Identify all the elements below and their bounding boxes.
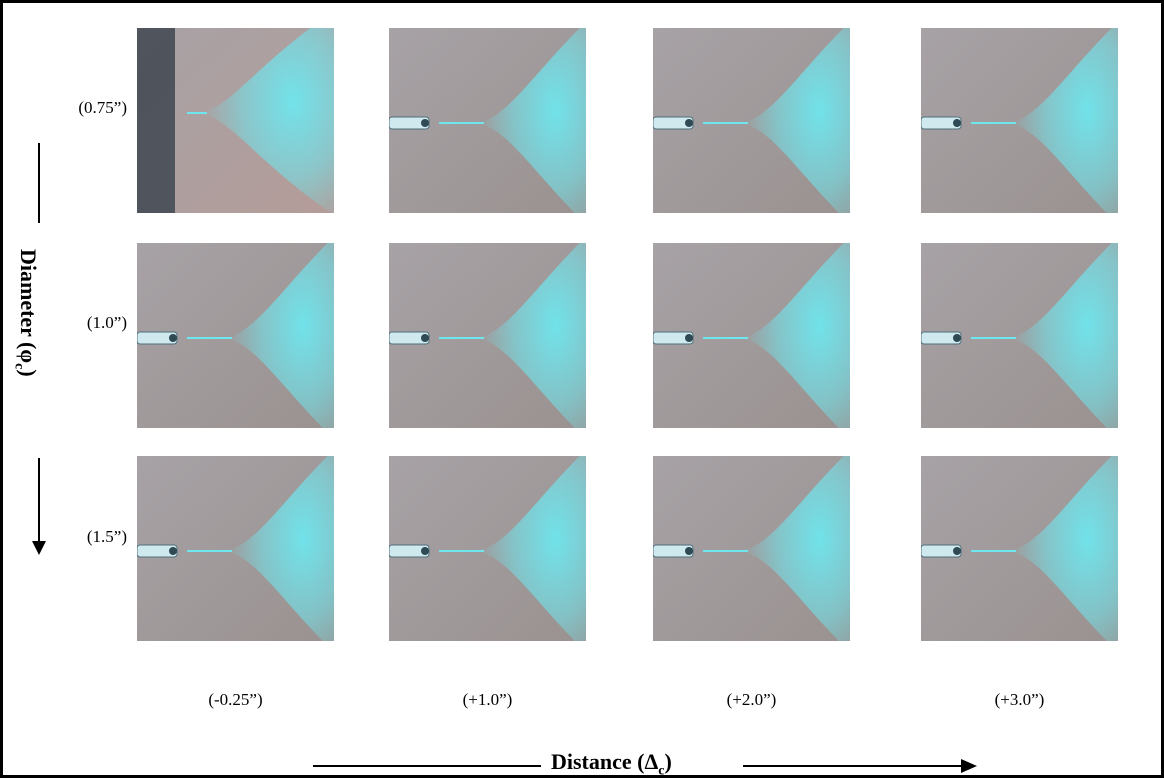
spray-photo-r2-c2 bbox=[653, 456, 850, 641]
spray-photo-r2-c1 bbox=[389, 456, 586, 641]
spray-photo-r2-c3 bbox=[921, 456, 1118, 641]
row-label-1: (1.0”) bbox=[86, 313, 127, 332]
spray-photo-r1-c0 bbox=[137, 243, 334, 428]
y-axis-title: Diameter (φc) bbox=[11, 249, 41, 377]
col-label-1: (+1.0”) bbox=[462, 690, 513, 709]
spray-photo-r1-c3 bbox=[921, 243, 1118, 428]
spray-photo-r0-c3 bbox=[921, 28, 1118, 213]
spray-photo-r0-c0 bbox=[137, 28, 334, 213]
y-axis-arrow bbox=[32, 143, 46, 555]
spray-photo-r2-c0 bbox=[137, 456, 334, 641]
col-label-0: (-0.25”) bbox=[208, 690, 263, 709]
col-label-3: (+3.0”) bbox=[994, 690, 1045, 709]
x-axis-title: Distance (Δc) bbox=[551, 749, 672, 778]
spray-photo-r1-c2 bbox=[653, 243, 850, 428]
col-label-2: (+2.0”) bbox=[726, 690, 777, 709]
spray-photo-r0-c1 bbox=[389, 28, 586, 213]
x-axis-arrow bbox=[313, 759, 977, 773]
spray-photo-r0-c2 bbox=[653, 28, 850, 213]
row-label-0: (0.75”) bbox=[78, 98, 127, 117]
row-label-2: (1.5”) bbox=[86, 527, 127, 546]
spray-photo-r1-c1 bbox=[389, 243, 586, 428]
